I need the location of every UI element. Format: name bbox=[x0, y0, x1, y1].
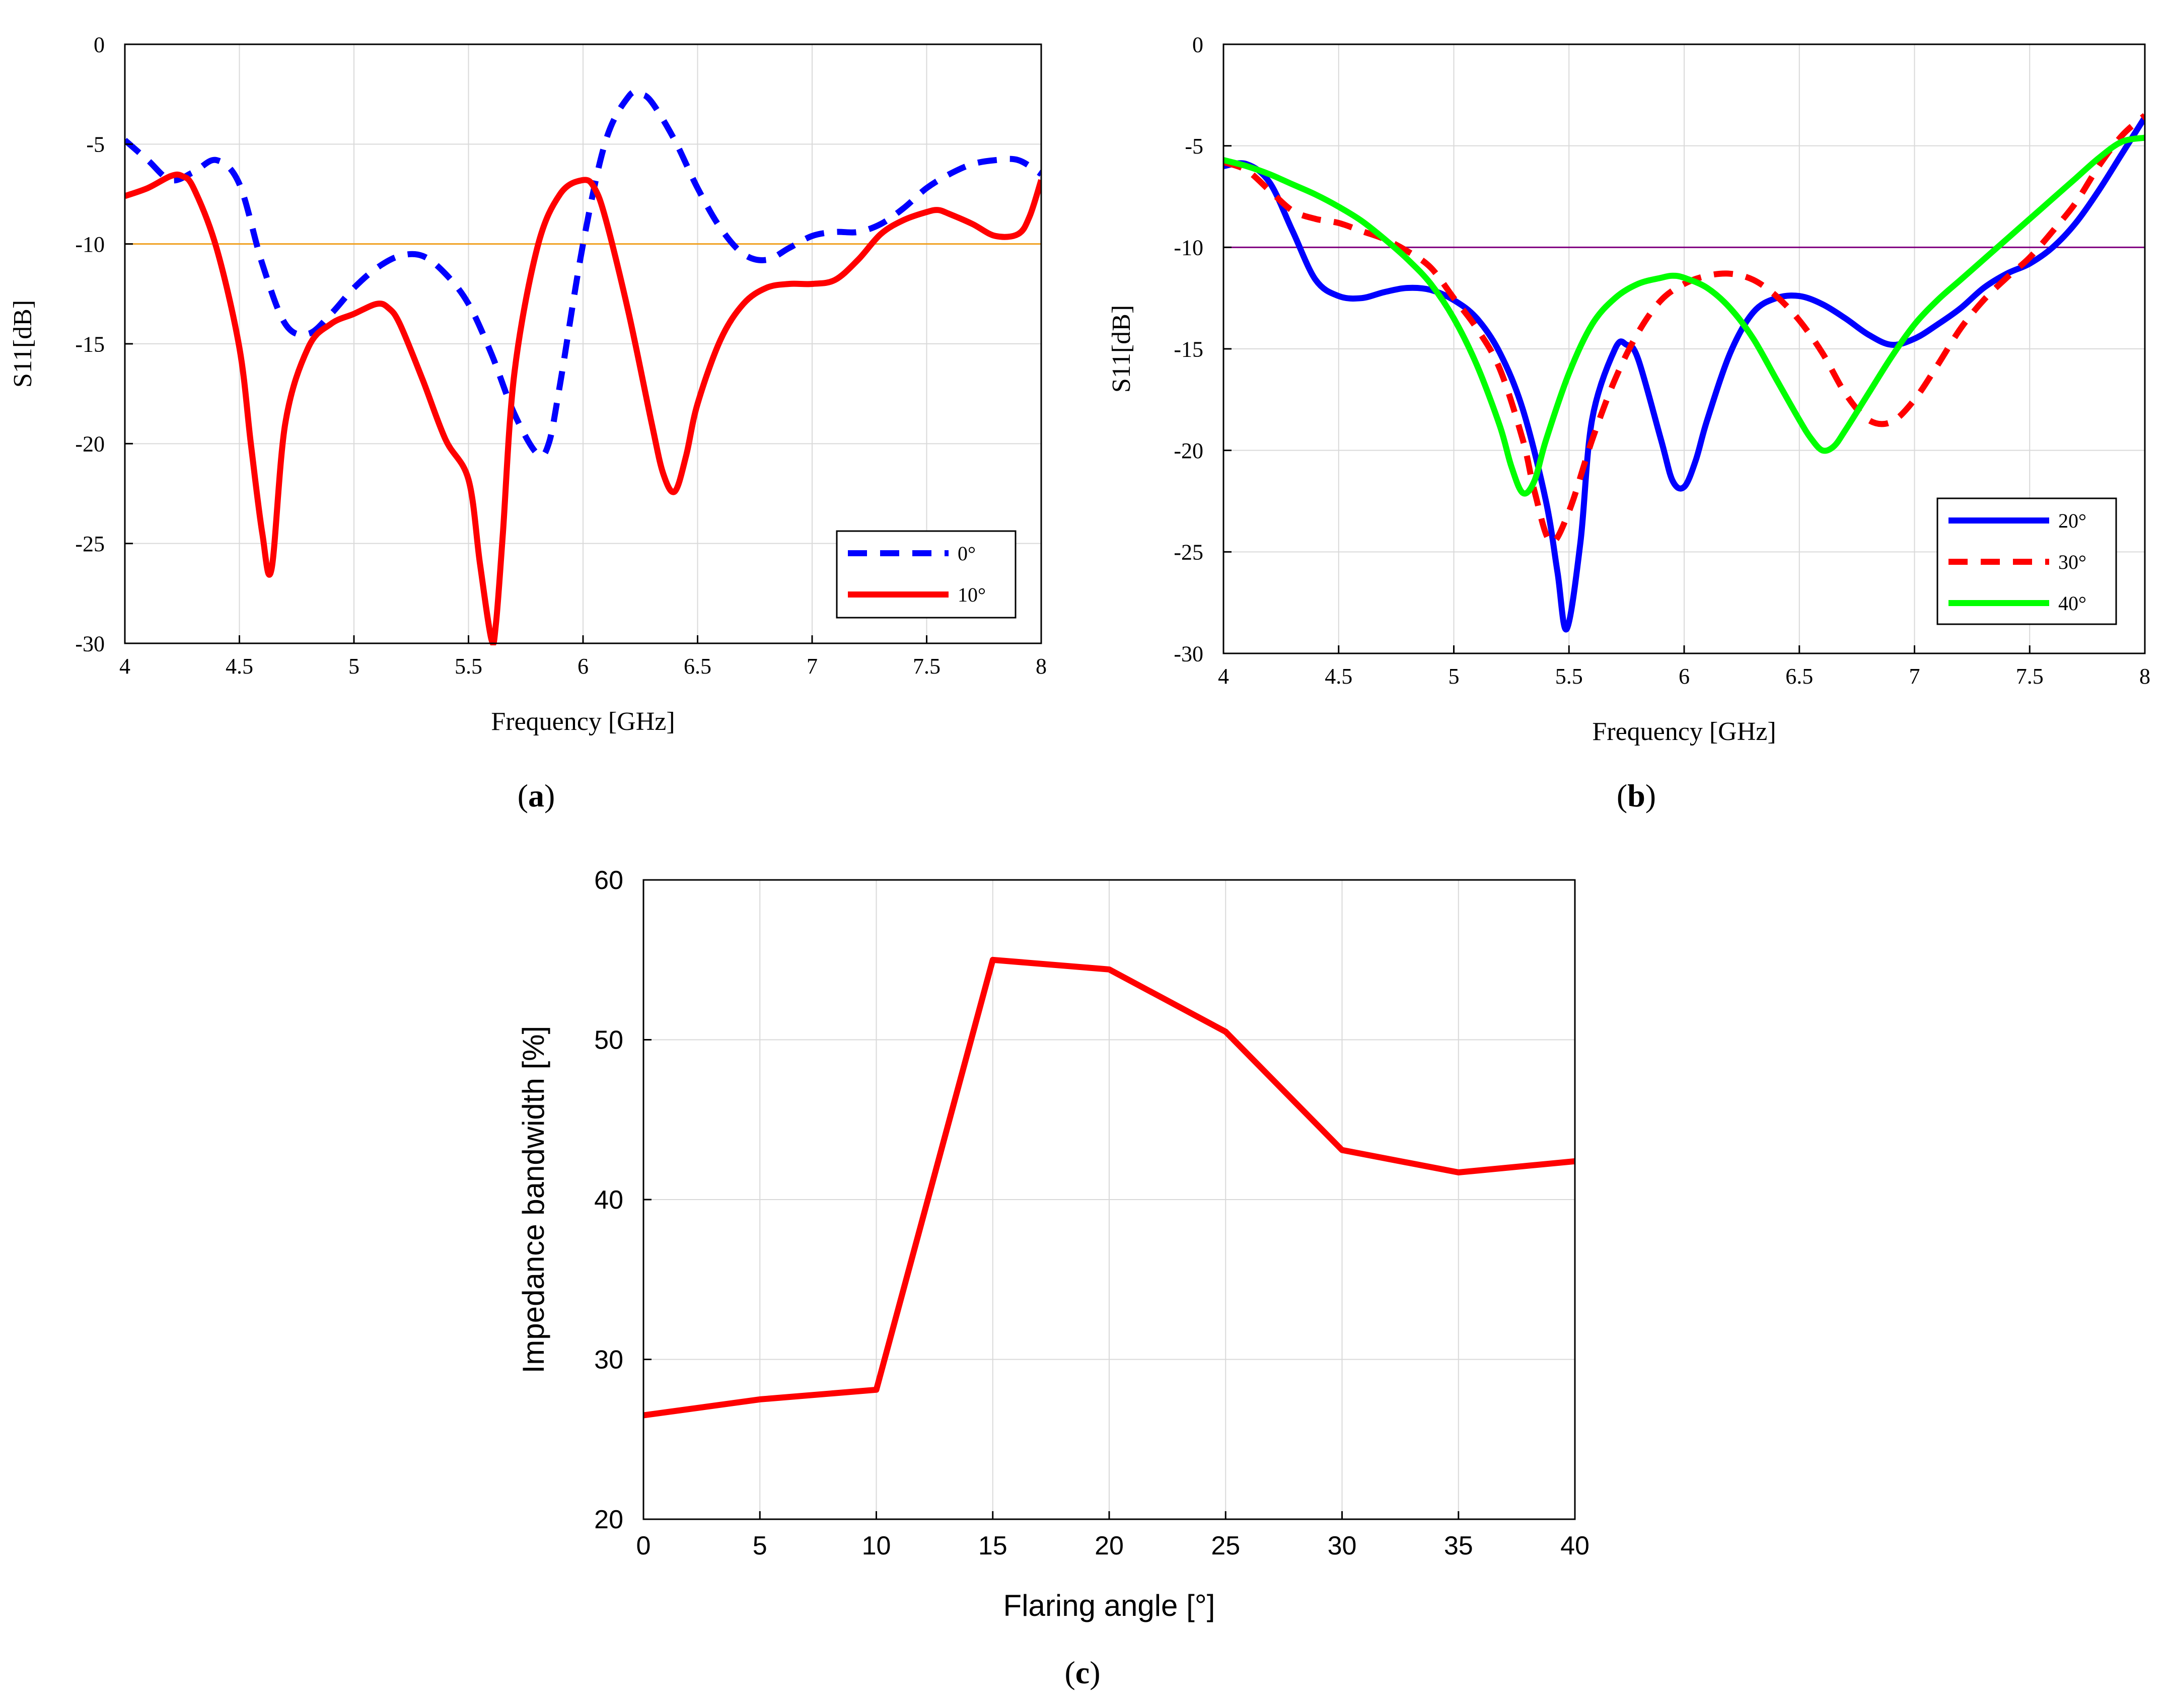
x-tick-label-c-6: 30 bbox=[1328, 1531, 1357, 1561]
x-tick-label-b-8: 8 bbox=[2139, 664, 2150, 689]
x-tick-label-a-1: 4.5 bbox=[226, 654, 253, 679]
x-tick-label-c-5: 25 bbox=[1211, 1531, 1240, 1561]
y-tick-label-b-1: -5 bbox=[1185, 134, 1203, 159]
legend-b: 20° 30° 40° bbox=[1936, 497, 2117, 625]
y-tick-label-a-3: -15 bbox=[75, 332, 105, 356]
x-tick-label-c-3: 15 bbox=[978, 1531, 1007, 1561]
y-axis-label-c: Impedance bandwidth [%] bbox=[517, 1026, 550, 1373]
x-tick-label-b-4: 6 bbox=[1679, 664, 1690, 689]
caption-a-letter: a bbox=[528, 778, 544, 813]
x-axis-label-a: Frequency [GHz] bbox=[491, 707, 675, 736]
legend-label-a-1: 10° bbox=[958, 583, 986, 606]
y-tick-label-c-4: 60 bbox=[594, 866, 623, 895]
x-axis-label-c: Flaring angle [°] bbox=[1003, 1589, 1215, 1622]
x-tick-label-a-3: 5.5 bbox=[455, 654, 482, 679]
series-line-b-1 bbox=[1223, 113, 2145, 545]
series-line-c-0 bbox=[643, 956, 1575, 1419]
x-tick-label-c-1: 5 bbox=[753, 1531, 767, 1561]
series-group-a bbox=[125, 89, 1041, 645]
x-tick-label-b-1: 4.5 bbox=[1325, 664, 1352, 689]
y-tick-label-b-0: 0 bbox=[1192, 32, 1203, 57]
series-group-c bbox=[643, 956, 1575, 1419]
y-tick-label-b-6: -30 bbox=[1174, 641, 1203, 666]
series-line-a-1 bbox=[125, 171, 1041, 645]
x-tick-label-a-5: 6.5 bbox=[684, 654, 711, 679]
y-tick-label-c-0: 20 bbox=[594, 1505, 623, 1534]
y-tick-label-a-6: -30 bbox=[75, 631, 105, 656]
caption-a: (a) bbox=[518, 778, 555, 813]
legend-label-b-2: 40° bbox=[2058, 592, 2086, 615]
series-line-b-2 bbox=[1223, 134, 2145, 497]
y-axis-label-b: S11[dB] bbox=[1107, 305, 1136, 393]
y-axis-label-a: S11[dB] bbox=[9, 300, 37, 388]
y-tick-label-b-3: -15 bbox=[1174, 337, 1203, 361]
x-tick-label-a-2: 5 bbox=[348, 654, 359, 679]
y-tick-label-a-0: 0 bbox=[94, 32, 105, 57]
y-tick-label-b-5: -25 bbox=[1174, 540, 1203, 565]
legend-label-a-0: 0° bbox=[958, 542, 976, 565]
y-tick-label-a-4: -20 bbox=[75, 432, 105, 457]
x-tick-label-a-4: 6 bbox=[577, 654, 589, 679]
x-tick-label-a-6: 7 bbox=[807, 654, 818, 679]
legend-label-b-1: 30° bbox=[2058, 551, 2086, 573]
x-tick-label-b-6: 7 bbox=[1909, 664, 1920, 689]
caption-b-letter: b bbox=[1627, 778, 1645, 813]
y-tick-label-a-1: -5 bbox=[86, 132, 105, 157]
y-tick-label-b-2: -10 bbox=[1174, 236, 1203, 260]
x-tick-label-c-7: 35 bbox=[1444, 1531, 1473, 1561]
y-tick-label-c-1: 30 bbox=[594, 1346, 623, 1375]
panel-c: 0 5 10 15 20 25 30 35 40 20 30 40 50 60 Flaring angle … bbox=[517, 866, 1590, 1622]
x-tick-label-b-0: 4 bbox=[1218, 664, 1229, 689]
x-tick-label-b-5: 6.5 bbox=[1785, 664, 1813, 689]
y-tick-label-b-4: -20 bbox=[1174, 438, 1203, 463]
caption-c: (c) bbox=[1064, 1655, 1100, 1690]
legend-a: 0° 10° bbox=[836, 530, 1017, 619]
x-tick-label-c-2: 10 bbox=[862, 1531, 891, 1561]
caption-b: (b) bbox=[1617, 778, 1656, 813]
series-line-a-0 bbox=[125, 89, 1041, 459]
grid-c bbox=[643, 880, 1575, 1519]
x-tick-label-b-7: 7.5 bbox=[2016, 664, 2044, 689]
series-line-b-0 bbox=[1223, 116, 2145, 633]
x-tick-label-c-8: 40 bbox=[1560, 1531, 1590, 1561]
y-tick-label-c-3: 50 bbox=[594, 1026, 623, 1055]
x-tick-label-a-0: 4 bbox=[119, 654, 130, 679]
x-tick-label-b-3: 5.5 bbox=[1555, 664, 1583, 689]
x-axis-label-b: Frequency [GHz] bbox=[1592, 717, 1776, 746]
x-tick-label-b-2: 5 bbox=[1449, 664, 1460, 689]
legend-box-a bbox=[836, 530, 1017, 619]
y-tick-label-a-2: -10 bbox=[75, 232, 105, 257]
panel-a: 4 4.5 5 5.5 6 6.5 7 7.5 8 0 -5 -10 -15 -20 -25 -30 Frequ… bbox=[9, 32, 1047, 736]
legend-label-b-0: 20° bbox=[2058, 509, 2086, 532]
series-group-b bbox=[1223, 113, 2145, 633]
caption-c-letter: c bbox=[1075, 1655, 1090, 1690]
x-tick-label-c-4: 20 bbox=[1095, 1531, 1124, 1561]
y-tick-label-c-2: 40 bbox=[594, 1185, 623, 1215]
panel-b: 4 4.5 5 5.5 6 6.5 7 7.5 8 0 -5 -10 -15 -20 -25 -30 Frequ… bbox=[1107, 32, 2150, 746]
x-tick-label-a-7: 7.5 bbox=[913, 654, 941, 679]
x-tick-label-c-0: 0 bbox=[636, 1531, 651, 1561]
x-tick-label-a-8: 8 bbox=[1036, 654, 1047, 679]
y-tick-label-a-5: -25 bbox=[75, 532, 105, 556]
